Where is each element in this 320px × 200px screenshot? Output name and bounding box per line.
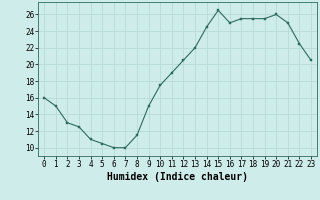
X-axis label: Humidex (Indice chaleur): Humidex (Indice chaleur)	[107, 172, 248, 182]
